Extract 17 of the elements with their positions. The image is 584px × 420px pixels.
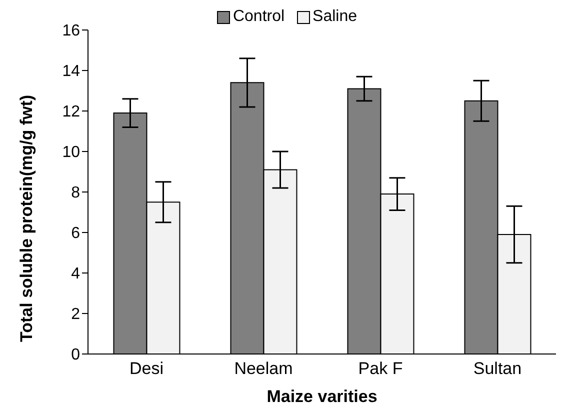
y-tick-label: 0 xyxy=(71,346,80,364)
legend-label: Saline xyxy=(312,8,358,26)
x-tick-label: Neelam xyxy=(234,359,293,378)
y-tick-label: 2 xyxy=(71,306,80,324)
y-tick-label: 6 xyxy=(71,225,80,242)
y-tick-label: 14 xyxy=(62,63,80,80)
y-axis-title: Total soluble protein(mg/g fwt) xyxy=(17,94,36,342)
legend-label: Control xyxy=(232,8,285,26)
y-tick-label: 12 xyxy=(62,104,80,121)
x-tick-label: Pak F xyxy=(358,359,403,378)
x-tick-label: Sultan xyxy=(473,359,522,378)
x-axis-title: Maize varities xyxy=(266,387,378,406)
y-tick-label: 4 xyxy=(71,266,80,283)
y-tick-label: 16 xyxy=(62,22,80,40)
y-tick-label: 8 xyxy=(71,184,80,202)
x-tick-label: Desi xyxy=(129,359,164,378)
y-tick-label: 10 xyxy=(62,144,80,162)
